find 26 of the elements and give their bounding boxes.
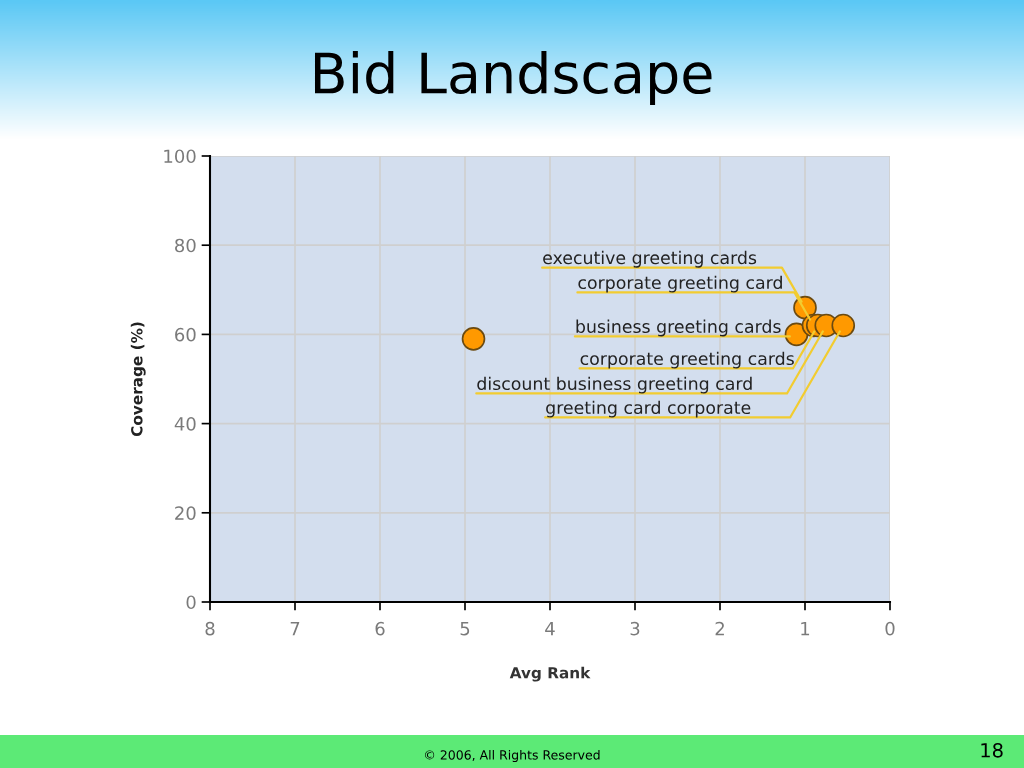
x-tick-label: 4	[545, 622, 555, 636]
annotation: greeting card corporate	[546, 400, 751, 418]
annotation: corporate greeting card	[578, 275, 782, 293]
x-tick-label: 1	[801, 622, 810, 636]
chart-title: Bid Landscape	[314, 51, 712, 105]
y-tick-label: 100	[164, 149, 196, 164]
x-tick-label: 3	[630, 621, 640, 636]
x-axis-title: Avg Rank	[509, 666, 591, 682]
y-tick-label: 20	[175, 506, 196, 520]
y-tick-label: 60	[175, 327, 196, 342]
x-tick-label: 0	[885, 621, 895, 636]
x-tick-label: 5	[460, 622, 470, 636]
x-tick-label: 7	[290, 622, 300, 636]
annotation: corporate greeting cards	[580, 351, 794, 369]
x-tick-label: 8	[205, 621, 215, 636]
annotation: business greeting cards	[576, 319, 781, 337]
x-tick-label: 6	[375, 621, 385, 636]
text: © 2006, All Rights Reserved	[425, 749, 600, 763]
y-tick-label: 0	[186, 595, 196, 610]
x-tick-label: 2	[715, 621, 724, 636]
annotation: executive greeting cards	[543, 250, 757, 268]
text: 18	[981, 742, 1003, 758]
y-tick-label: 40	[174, 417, 196, 431]
y-tick-label: 80	[175, 238, 196, 253]
y-axis-title: Coverage (%)	[130, 322, 146, 437]
annotation: discount business greeting card	[477, 376, 752, 394]
